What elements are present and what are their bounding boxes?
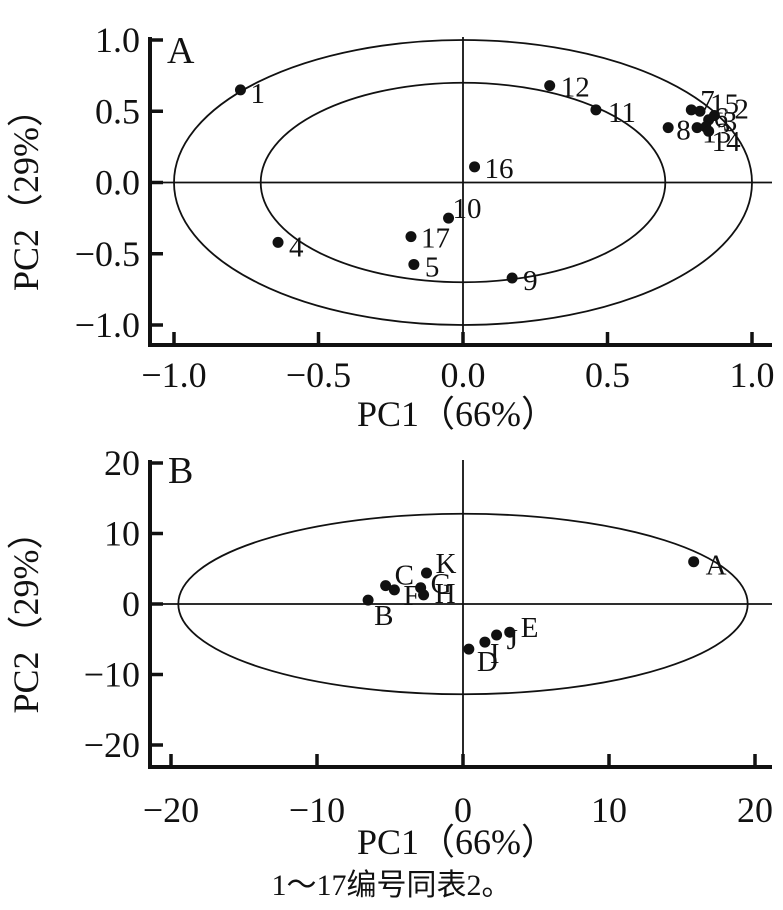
y-tick-label: −1.0 xyxy=(75,305,140,345)
y-tick-label: 1.0 xyxy=(95,20,140,60)
x-tick-label: −20 xyxy=(143,790,199,830)
pca-plot-a: −1.0 −0.5 0.0 0.5 1.01.00.50.0−0.5−1.014 1751… xyxy=(6,20,775,434)
data-point-label: A xyxy=(706,550,727,582)
data-point xyxy=(479,636,491,648)
x-tick-label: 0.5 xyxy=(585,355,630,395)
data-point-label: J xyxy=(507,624,518,656)
data-point-label: 10 xyxy=(453,193,482,225)
y-tick-label: 0.0 xyxy=(95,163,140,203)
data-point xyxy=(418,589,430,601)
data-point xyxy=(691,122,703,134)
data-point xyxy=(544,80,556,92)
data-point-label: 14 xyxy=(712,126,742,158)
data-point xyxy=(506,272,518,284)
data-point-label: I xyxy=(490,638,500,670)
data-point-label: 4 xyxy=(289,231,304,263)
y-tick-label: 0 xyxy=(122,584,140,624)
x-axis-title: PC1（66%） xyxy=(357,394,557,434)
y-tick-label: 10 xyxy=(104,514,140,554)
data-point xyxy=(234,84,246,96)
data-point-label: D xyxy=(477,646,498,678)
data-point-label: 3 xyxy=(723,106,738,138)
data-point xyxy=(685,104,697,116)
y-tick-label: −20 xyxy=(84,725,140,765)
data-point-label: K xyxy=(436,548,457,580)
data-point-label: B xyxy=(374,600,393,632)
data-point-label: 5 xyxy=(425,251,440,283)
data-point xyxy=(388,584,400,596)
data-point xyxy=(421,567,432,579)
data-point xyxy=(469,161,481,173)
confidence-ellipse xyxy=(177,512,749,696)
data-point xyxy=(662,122,674,134)
y-axis-title: PC2（29%） xyxy=(6,91,46,291)
data-point xyxy=(694,105,706,117)
data-point-label: 1 xyxy=(250,78,265,110)
figure-caption: 1～17编号同表2。 xyxy=(271,869,512,902)
data-point-label: G xyxy=(431,568,452,600)
y-tick-label: 20 xyxy=(104,443,140,483)
y-axis-title: PC2（29%） xyxy=(6,513,46,713)
panel-label: B xyxy=(168,450,193,492)
data-point xyxy=(688,556,700,568)
panel-label: A xyxy=(167,30,195,72)
x-tick-label: 1.0 xyxy=(730,355,775,395)
data-point-label: 11 xyxy=(608,97,636,129)
data-point xyxy=(491,629,503,641)
data-point-label: 6 xyxy=(714,102,729,134)
data-point xyxy=(703,125,715,137)
x-tick-label: 0 xyxy=(454,790,472,830)
x-tick-label: 20 xyxy=(737,790,773,830)
data-point xyxy=(380,580,392,592)
y-tick-label: 0.5 xyxy=(95,91,140,131)
data-point xyxy=(463,643,475,655)
data-point-label: 8 xyxy=(676,115,691,147)
data-point-label: 2 xyxy=(734,94,749,126)
data-point-label: 16 xyxy=(485,153,514,185)
confidence-ellipse xyxy=(259,81,667,284)
x-tick-label: −10 xyxy=(289,790,345,830)
confidence-ellipse xyxy=(173,39,753,326)
data-point-label: 12 xyxy=(561,72,590,104)
x-axis-title: PC1（66%） xyxy=(357,822,557,862)
x-tick-label: −1.0 xyxy=(141,355,206,395)
x-tick-label: −0.5 xyxy=(286,355,351,395)
data-point-label: E xyxy=(521,612,539,644)
y-tick-label: −0.5 xyxy=(75,234,140,274)
data-point-label: C xyxy=(395,560,414,592)
data-point xyxy=(272,236,284,248)
x-tick-label: 0.0 xyxy=(441,355,486,395)
data-point xyxy=(405,231,417,243)
y-tick-label: −10 xyxy=(84,655,140,695)
data-point-label: 17 xyxy=(421,223,450,255)
data-point xyxy=(504,626,516,638)
data-point xyxy=(443,212,455,224)
data-point xyxy=(362,594,374,606)
data-point xyxy=(408,258,420,270)
data-point-label: H xyxy=(435,578,456,610)
data-point-label: 9 xyxy=(523,265,538,297)
data-point xyxy=(590,104,602,116)
x-tick-label: 10 xyxy=(591,790,627,830)
data-point xyxy=(708,110,720,122)
